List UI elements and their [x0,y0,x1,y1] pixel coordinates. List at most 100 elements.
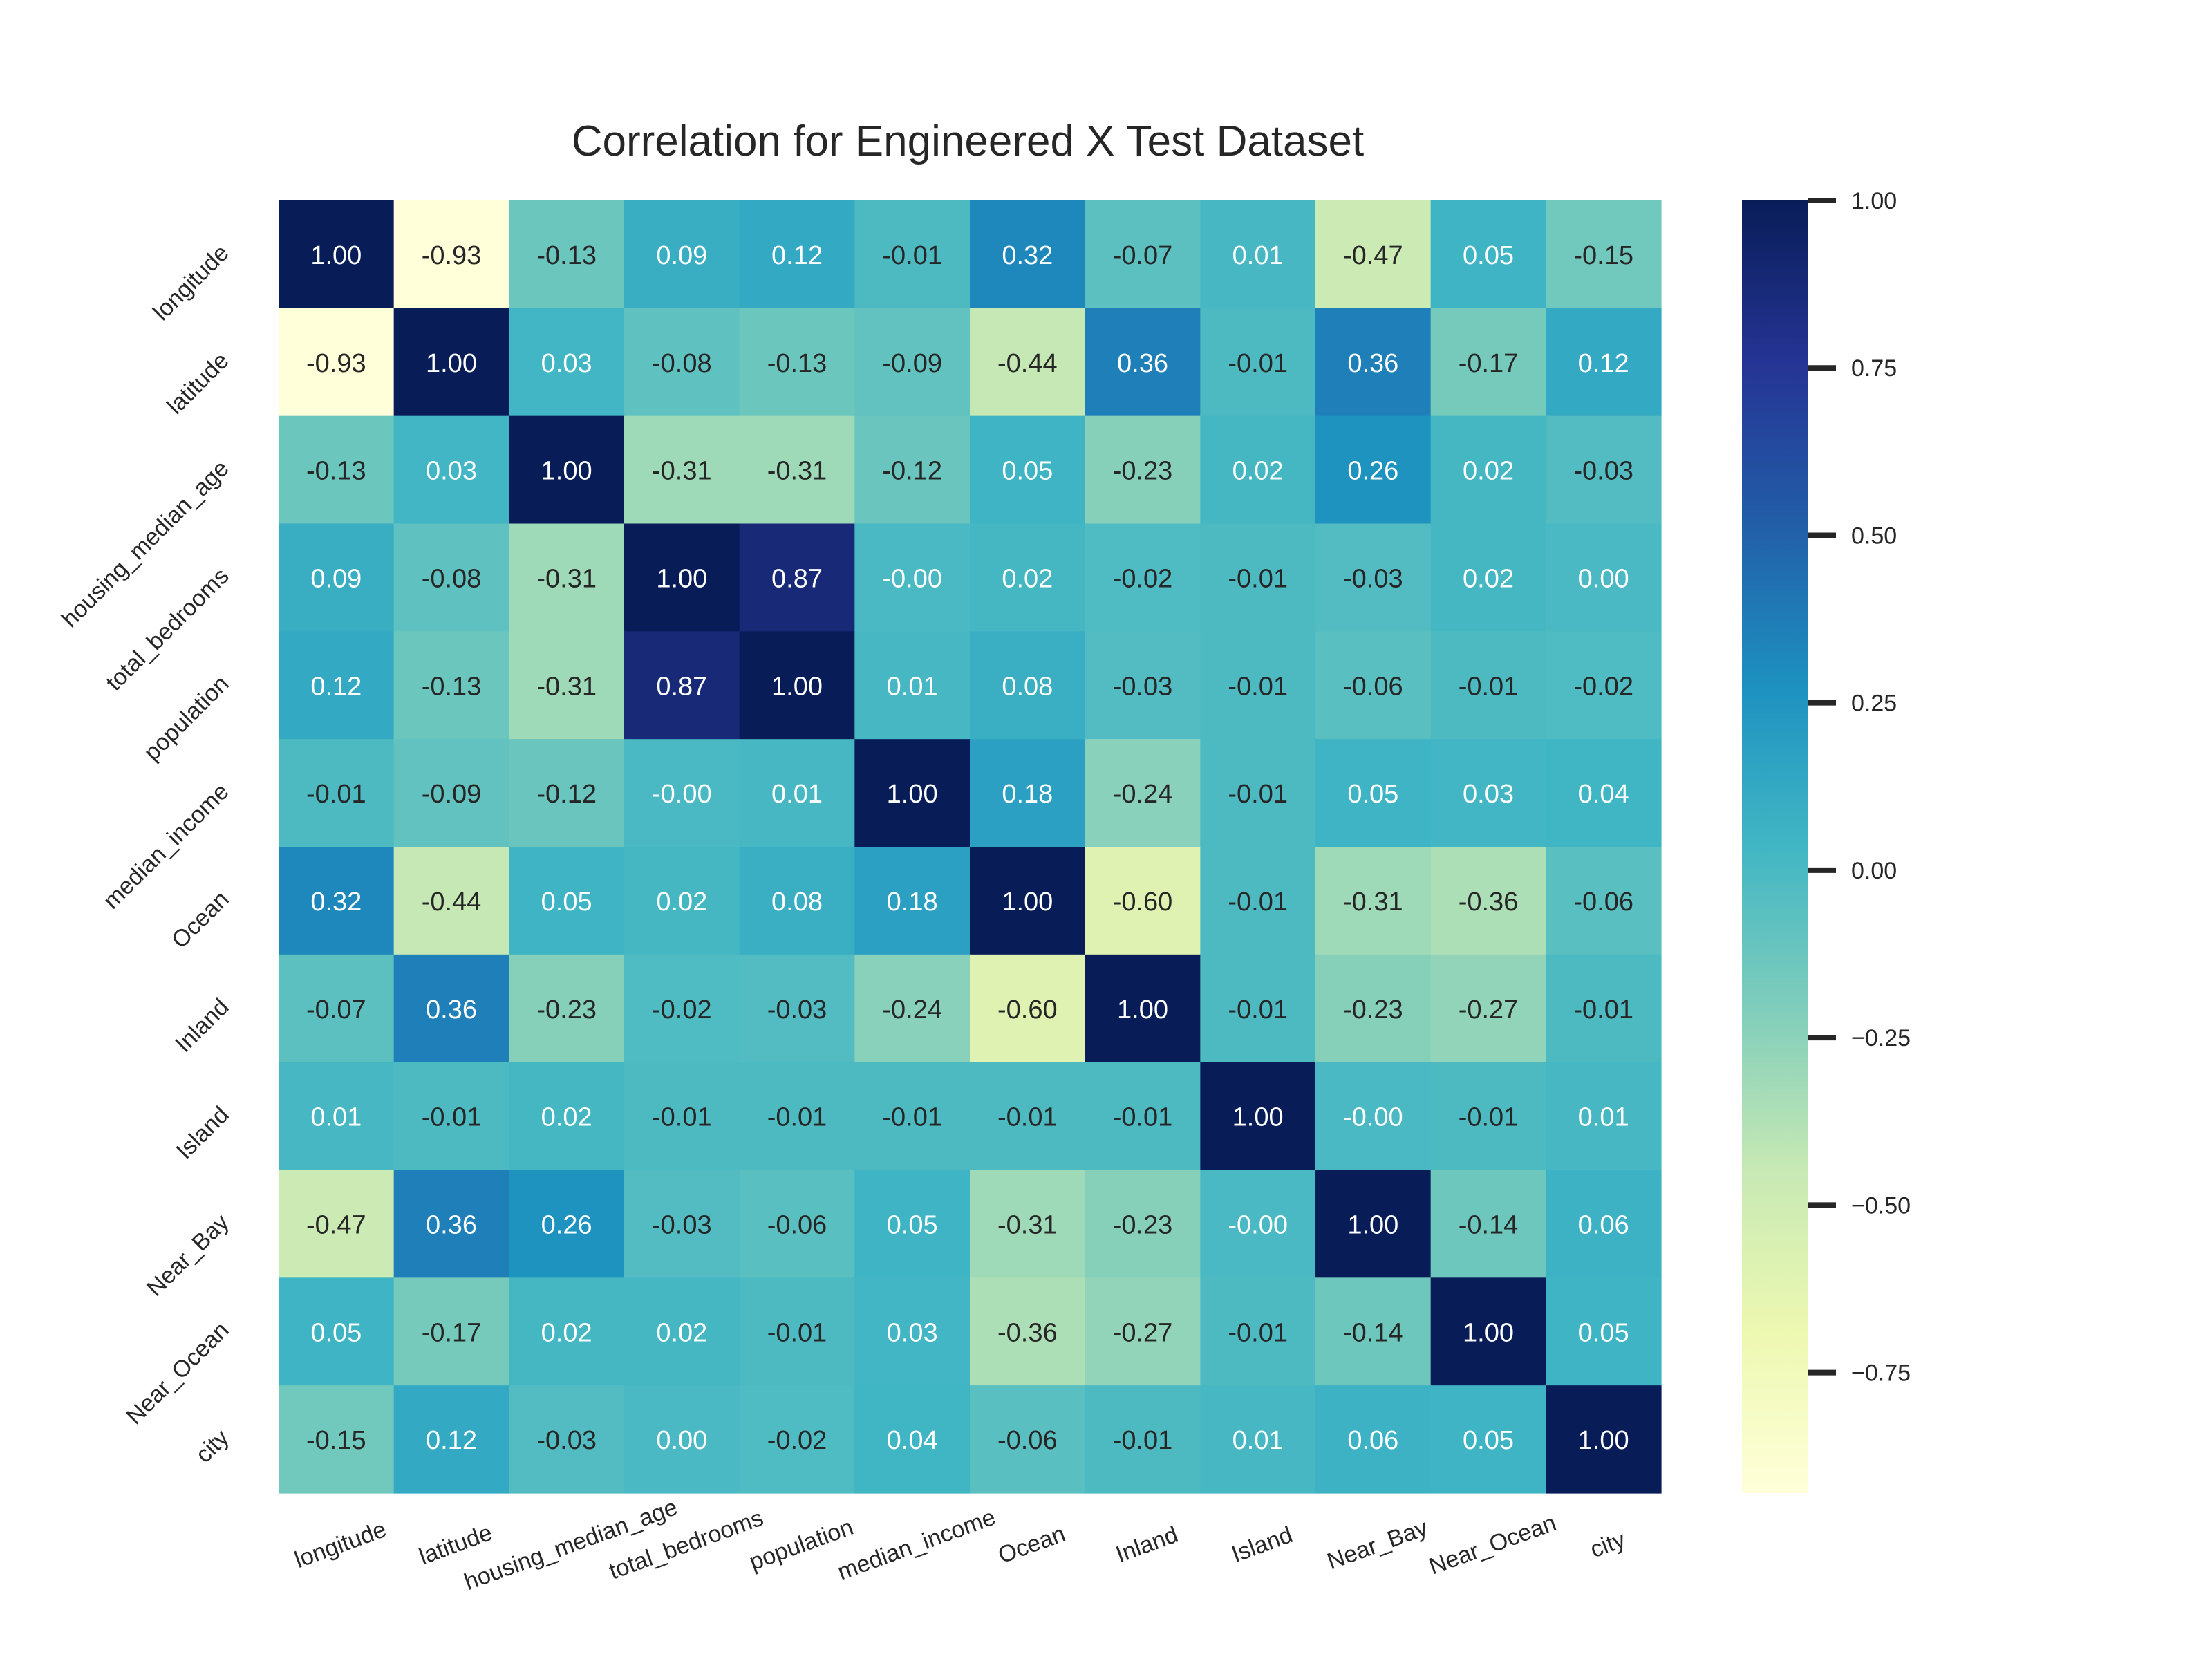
y-tick-label: Near_Bay [142,1209,234,1302]
cell-value-label: 0.09 [656,241,707,270]
cell-value-label: -0.01 [1228,1318,1288,1347]
heatmap-cell [279,415,395,525]
cell-value-label: 0.18 [1002,780,1053,809]
cell-value-label: 0.01 [1232,1426,1284,1455]
cell-value-label: 0.05 [1347,780,1398,809]
cell-value-label: 0.03 [887,1318,938,1347]
heatmap-cell [509,739,625,847]
heatmap-cell [1546,415,1662,525]
cell-value-label: -0.23 [1113,1210,1173,1239]
cell-value-label: 0.00 [656,1426,707,1455]
cell-value-label: -0.47 [1343,241,1403,270]
cell-value-label: 0.12 [426,1426,477,1455]
heatmap-cell [279,1062,395,1171]
y-tick-label: Ocean [167,886,234,954]
heatmap-cell [624,1062,740,1171]
heatmap-cell [1200,739,1316,847]
heatmap-cell [1200,847,1316,955]
cell-value-label: -0.17 [422,1318,482,1347]
heatmap-cell [1085,739,1201,847]
heatmap-cell [393,1385,509,1494]
cell-value-label: 0.06 [1347,1426,1398,1455]
heatmap-cell [1200,200,1316,309]
heatmap-cell [970,200,1086,309]
heatmap-cell [1430,847,1546,955]
cell-value-label: 0.87 [656,672,707,701]
heatmap-cell [970,954,1086,1063]
heatmap-cell [1430,739,1546,847]
heatmap-cell [739,739,855,847]
cell-value-label: -0.00 [1343,1103,1403,1132]
cell-value-label: -0.03 [1343,564,1403,593]
cell-value-label: -0.00 [882,564,942,593]
heatmap-cell [1085,1062,1201,1171]
cell-value-label: -0.12 [882,457,942,486]
colorbar-tick-label: 0.75 [1851,355,1897,382]
cell-value-label: 0.12 [310,672,362,701]
cell-value-label: 0.05 [1463,1426,1514,1455]
cell-value-label: 0.36 [1347,349,1398,378]
cell-value-label: -0.31 [767,457,827,486]
heatmap-cell [1315,1277,1432,1386]
heatmap-cell [854,1385,971,1494]
cell-value-label: -0.27 [1459,995,1519,1024]
heatmap-cell [279,847,395,955]
cell-value-label: -0.31 [536,564,597,593]
colorbar [1742,200,1808,1493]
heatmap-cell [739,1170,855,1278]
cell-value-label: -0.44 [997,349,1058,378]
heatmap-cell [279,200,395,309]
cell-value-label: -0.01 [1459,1103,1519,1132]
cell-value-label: -0.08 [422,564,482,593]
cell-value-label: 0.36 [426,1210,477,1239]
cell-value-label: 0.00 [1578,564,1629,593]
heatmap-cell [970,739,1086,847]
heatmap-cell [624,1385,740,1494]
heatmap-cell [854,631,971,740]
heatmap-cell [739,200,855,309]
heatmap-cell [970,1170,1086,1278]
heatmap-cell [1085,1170,1201,1278]
cell-value-label: 0.01 [887,672,938,701]
cell-value-label: -0.93 [306,349,366,378]
heatmap-cell [509,1385,625,1494]
heatmap-cell [1315,954,1432,1063]
cell-value-label: -0.24 [882,995,942,1024]
y-tick-label: Island [171,1101,234,1164]
cell-value-label: -0.03 [1573,457,1633,486]
cell-value-label: -0.01 [882,241,942,270]
cell-value-label: -0.15 [306,1426,366,1455]
cell-value-label: -0.01 [1459,672,1519,701]
cell-value-label: -0.00 [652,780,712,809]
cell-value-label: -0.13 [306,457,366,486]
cell-value-label: -0.02 [652,995,712,1024]
cell-value-label: -0.06 [997,1426,1058,1455]
cell-value-label: 0.05 [310,1318,362,1347]
cell-value-label: 0.12 [771,241,823,270]
cell-value-label: -0.01 [652,1103,712,1132]
heatmap-cell [624,523,740,632]
heatmap-cell [279,739,395,847]
heatmap-cell [624,200,740,309]
cell-value-label: 0.12 [1578,349,1629,378]
heatmap-cell [854,739,971,847]
heatmap-cell [1200,1277,1316,1386]
heatmap-cell [1200,1385,1316,1494]
heatmap-cell [1315,739,1432,847]
cell-value-label: -0.01 [1228,888,1288,917]
heatmap-cell [509,631,625,740]
heatmap-cell [970,1062,1086,1171]
colorbar-tick-label: −0.25 [1851,1025,1911,1051]
cell-value-label: 1.00 [656,564,707,593]
heatmap-cell [1546,954,1662,1063]
cell-value-label: 0.03 [426,457,477,486]
colorbar-ticks: 1.00 0.75 0.50 0.25 0.00 −0.25 −0.50 −0.75 [1808,188,1911,1387]
cell-value-label: -0.09 [422,780,482,809]
cell-value-label: -0.31 [536,672,597,701]
cell-value-label: -0.06 [767,1210,827,1239]
heatmap-cell [509,308,625,417]
colorbar-tick-label: 0.25 [1851,691,1897,717]
y-tick-label: population [139,671,234,766]
x-tick-label: Island [1228,1521,1296,1568]
y-tick-label: longitude [148,240,234,326]
